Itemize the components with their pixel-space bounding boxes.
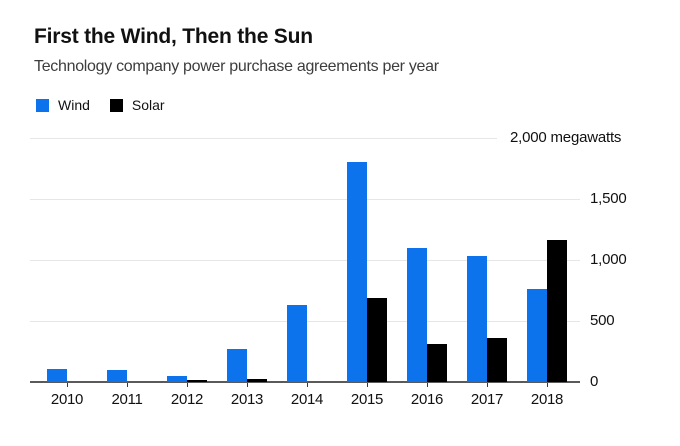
y-axis-label-0: 0 — [590, 373, 599, 390]
chart-title: First the Wind, Then the Sun — [34, 25, 313, 48]
bar-wind-2017 — [467, 256, 487, 382]
wind-swatch-icon — [36, 98, 49, 112]
bar-wind-2013 — [227, 349, 247, 382]
x-axis-label-2018: 2018 — [530, 391, 564, 408]
bar-solar-2017 — [487, 338, 507, 382]
y-axis-label-1000: 1,000 — [590, 251, 627, 268]
x-axis-label-2015: 2015 — [350, 391, 384, 408]
solar-swatch-icon — [109, 98, 123, 112]
x-tick-2013 — [247, 383, 248, 387]
y-axis-label-1500: 1,500 — [590, 190, 627, 207]
x-tick-2017 — [487, 383, 488, 387]
y-axis-label-500: 500 — [590, 312, 615, 329]
bar-solar-2015 — [367, 297, 387, 382]
y-axis-unit-label: 2,000 megawatts — [510, 129, 622, 146]
legend: Wind Solar — [36, 97, 185, 113]
bar-solar-2012 — [187, 379, 207, 382]
x-tick-2015 — [367, 383, 368, 387]
bar-solar-2013 — [247, 378, 267, 382]
x-tick-2010 — [67, 383, 68, 387]
grid-line-1000 — [30, 260, 580, 261]
bar-wind-2011 — [107, 369, 127, 382]
x-axis-label-2016: 2016 — [410, 391, 444, 408]
bar-wind-2010 — [47, 368, 67, 382]
x-axis-label-2010: 2010 — [50, 391, 84, 408]
x-axis-label-2011: 2011 — [111, 391, 143, 408]
x-axis-label-2013: 2013 — [230, 391, 264, 408]
x-axis-label-2014: 2014 — [290, 391, 324, 408]
legend-label-wind: Wind — [58, 97, 90, 113]
x-tick-2011 — [127, 383, 128, 387]
grid-line-2000 — [30, 138, 497, 139]
chart-subtitle: Technology company power purchase agreem… — [34, 58, 439, 75]
bar-wind-2015 — [347, 162, 367, 382]
x-axis-line — [30, 381, 580, 383]
bar-wind-2012 — [167, 375, 187, 382]
legend-label-solar: Solar — [131, 97, 165, 113]
legend-item-wind: Wind — [36, 97, 90, 113]
x-axis-label-2012: 2012 — [170, 391, 204, 408]
legend-item-solar: Solar — [109, 97, 165, 113]
grid-line-1500 — [30, 199, 580, 200]
bar-wind-2014 — [287, 305, 307, 382]
bar-solar-2018 — [547, 240, 567, 382]
x-tick-2014 — [307, 383, 308, 387]
bar-solar-2016 — [427, 344, 447, 382]
x-tick-2018 — [547, 383, 548, 387]
x-axis-label-2017: 2017 — [470, 391, 504, 408]
bar-wind-2016 — [407, 247, 427, 382]
x-tick-2016 — [427, 383, 428, 387]
bar-wind-2018 — [527, 289, 547, 382]
x-tick-2012 — [187, 383, 188, 387]
